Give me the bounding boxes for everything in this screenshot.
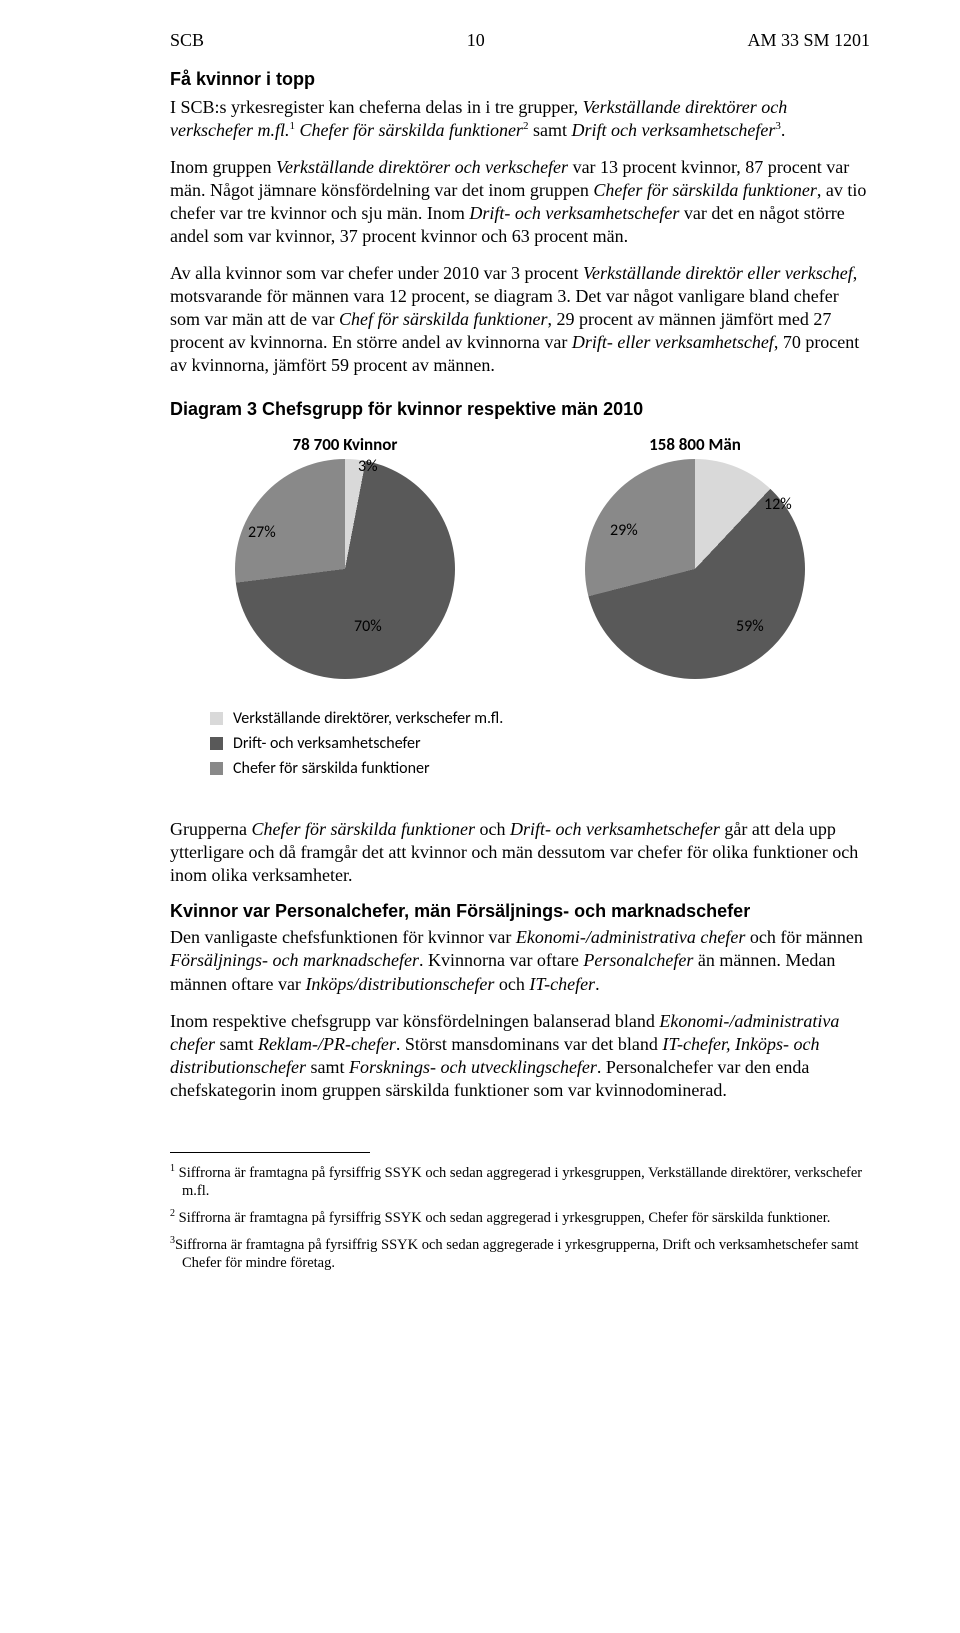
fn1-text: Siffrorna är framtagna på fyrsiffrig SSY… [175,1164,862,1198]
p6-e: . Störst mansdominans var det bland [396,1034,662,1054]
section-title: Få kvinnor i topp [170,69,870,90]
pie-men-wrap: 12% 29% 59% [520,459,870,679]
paragraph-4: Grupperna Chefer för särskilda funktione… [170,818,870,887]
pie-men-label-3: 29% [610,521,638,540]
legend-label-1: Verkställande direktörer, verkschefer m.… [233,709,503,728]
page-header: SCB 10 AM 33 SM 1201 [170,30,870,51]
footnote-2: 2 Siffrorna är framtagna på fyrsiffrig S… [170,1208,870,1227]
legend-label-3: Chefer för särskilda funktioner [233,759,430,778]
paragraph-5: Den vanligaste chefsfunktionen för kvinn… [170,926,870,995]
p6-c: samt [215,1034,258,1054]
legend-swatch-1 [210,712,223,725]
legend-label-2: Drift- och verksamhetschefer [233,734,421,753]
p2-f: Drift- och verksamhetschefer [469,203,679,223]
p1-italic-2: Chefer för särskilda funktioner [299,120,523,140]
pie-women-label-3: 27% [248,523,276,542]
chart-men-title: 158 800 Män [520,434,870,455]
p5-i: och [494,974,529,994]
header-right: AM 33 SM 1201 [747,30,870,51]
subheading: Kvinnor var Personalchefer, män Försäljn… [170,901,870,922]
p5-k: . [595,974,600,994]
legend-swatch-3 [210,762,223,775]
chart-area: 78 700 Kvinnor 158 800 Män 3% 27% 70% 12… [170,434,870,778]
pie-men-label-2: 59% [736,617,764,636]
header-left: SCB [170,30,204,51]
p3-b: Verkställande direktör eller verkschef [583,263,853,283]
pie-women-label-1: 3% [358,457,378,476]
p5-h: Inköps/distributionschefer [305,974,494,994]
paragraph-3: Av alla kvinnor som var chefer under 201… [170,262,870,377]
p1-text-g: . [781,120,786,140]
p4-pre: Grupperna [170,819,251,839]
p1-text-a: I SCB:s yrkesregister kan cheferna delas… [170,97,583,117]
footnote-separator [170,1152,370,1163]
p3-f: Drift- eller verksamhetschef [572,332,774,352]
paragraph-6: Inom respektive chefsgrupp var könsförde… [170,1010,870,1102]
pie-men [585,459,805,679]
p1-text-e: samt [528,120,571,140]
paragraph-2: Inom gruppen Verkställande direktörer oc… [170,156,870,248]
legend-item-3: Chefer för särskilda funktioner [210,759,870,778]
p3-d: Chef för särskilda funktioner [339,309,548,329]
pie-women [235,459,455,679]
footnotes: 1 Siffrorna är framtagna på fyrsiffrig S… [170,1163,870,1272]
pie-women-wrap: 3% 27% 70% [170,459,520,679]
p4-i2: Drift- och verksamhetschefer [510,819,720,839]
fn3-text: Siffrorna är framtagna på fyrsiffrig SSY… [175,1237,859,1271]
p2-a: Inom gruppen [170,157,276,177]
p5-b: Ekonomi-/administrativa chefer [516,927,745,947]
fn2-text: Siffrorna är framtagna på fyrsiffrig SSY… [175,1210,830,1226]
p5-f: Personalchefer [583,950,693,970]
legend-item-1: Verkställande direktörer, verkschefer m.… [210,709,870,728]
diagram-title: Diagram 3 Chefsgrupp för kvinnor respekt… [170,399,870,420]
legend-swatch-2 [210,737,223,750]
legend-item-2: Drift- och verksamhetschefer [210,734,870,753]
pie-men-label-1: 12% [764,495,792,514]
p5-j: IT-chefer [529,974,595,994]
p5-a: Den vanligaste chefsfunktionen för kvinn… [170,927,516,947]
p5-c: och för männen [745,927,862,947]
p2-d: Chefer för särskilda funktioner [593,180,817,200]
chart-titles: 78 700 Kvinnor 158 800 Män [170,434,870,455]
p6-g: samt [306,1057,349,1077]
p6-a: Inom respektive chefsgrupp var könsförde… [170,1011,659,1031]
p5-d: Försäljnings- och marknadschefer [170,950,419,970]
p5-e: . Kvinnorna var oftare [419,950,583,970]
footnote-3: 3Siffrorna är framtagna på fyrsiffrig SS… [170,1235,870,1272]
header-page-number: 10 [204,30,747,51]
chart-legend: Verkställande direktörer, verkschefer m.… [210,709,870,778]
p1-italic-3: Drift och verksamhetschefer [571,120,775,140]
paragraph-1: I SCB:s yrkesregister kan cheferna delas… [170,96,870,142]
p2-b: Verkställande direktörer och verkschefer [276,157,568,177]
pie-women-label-2: 70% [354,617,382,636]
chart-women-title: 78 700 Kvinnor [170,434,520,455]
p4-i1: Chefer för särskilda funktioner [251,819,475,839]
p6-d: Reklam-/PR-chefer [258,1034,396,1054]
p4-mid: och [475,819,510,839]
p6-h: Forsknings- och utvecklingschefer [349,1057,597,1077]
p3-a: Av alla kvinnor som var chefer under 201… [170,263,583,283]
footnote-1: 1 Siffrorna är framtagna på fyrsiffrig S… [170,1163,870,1200]
